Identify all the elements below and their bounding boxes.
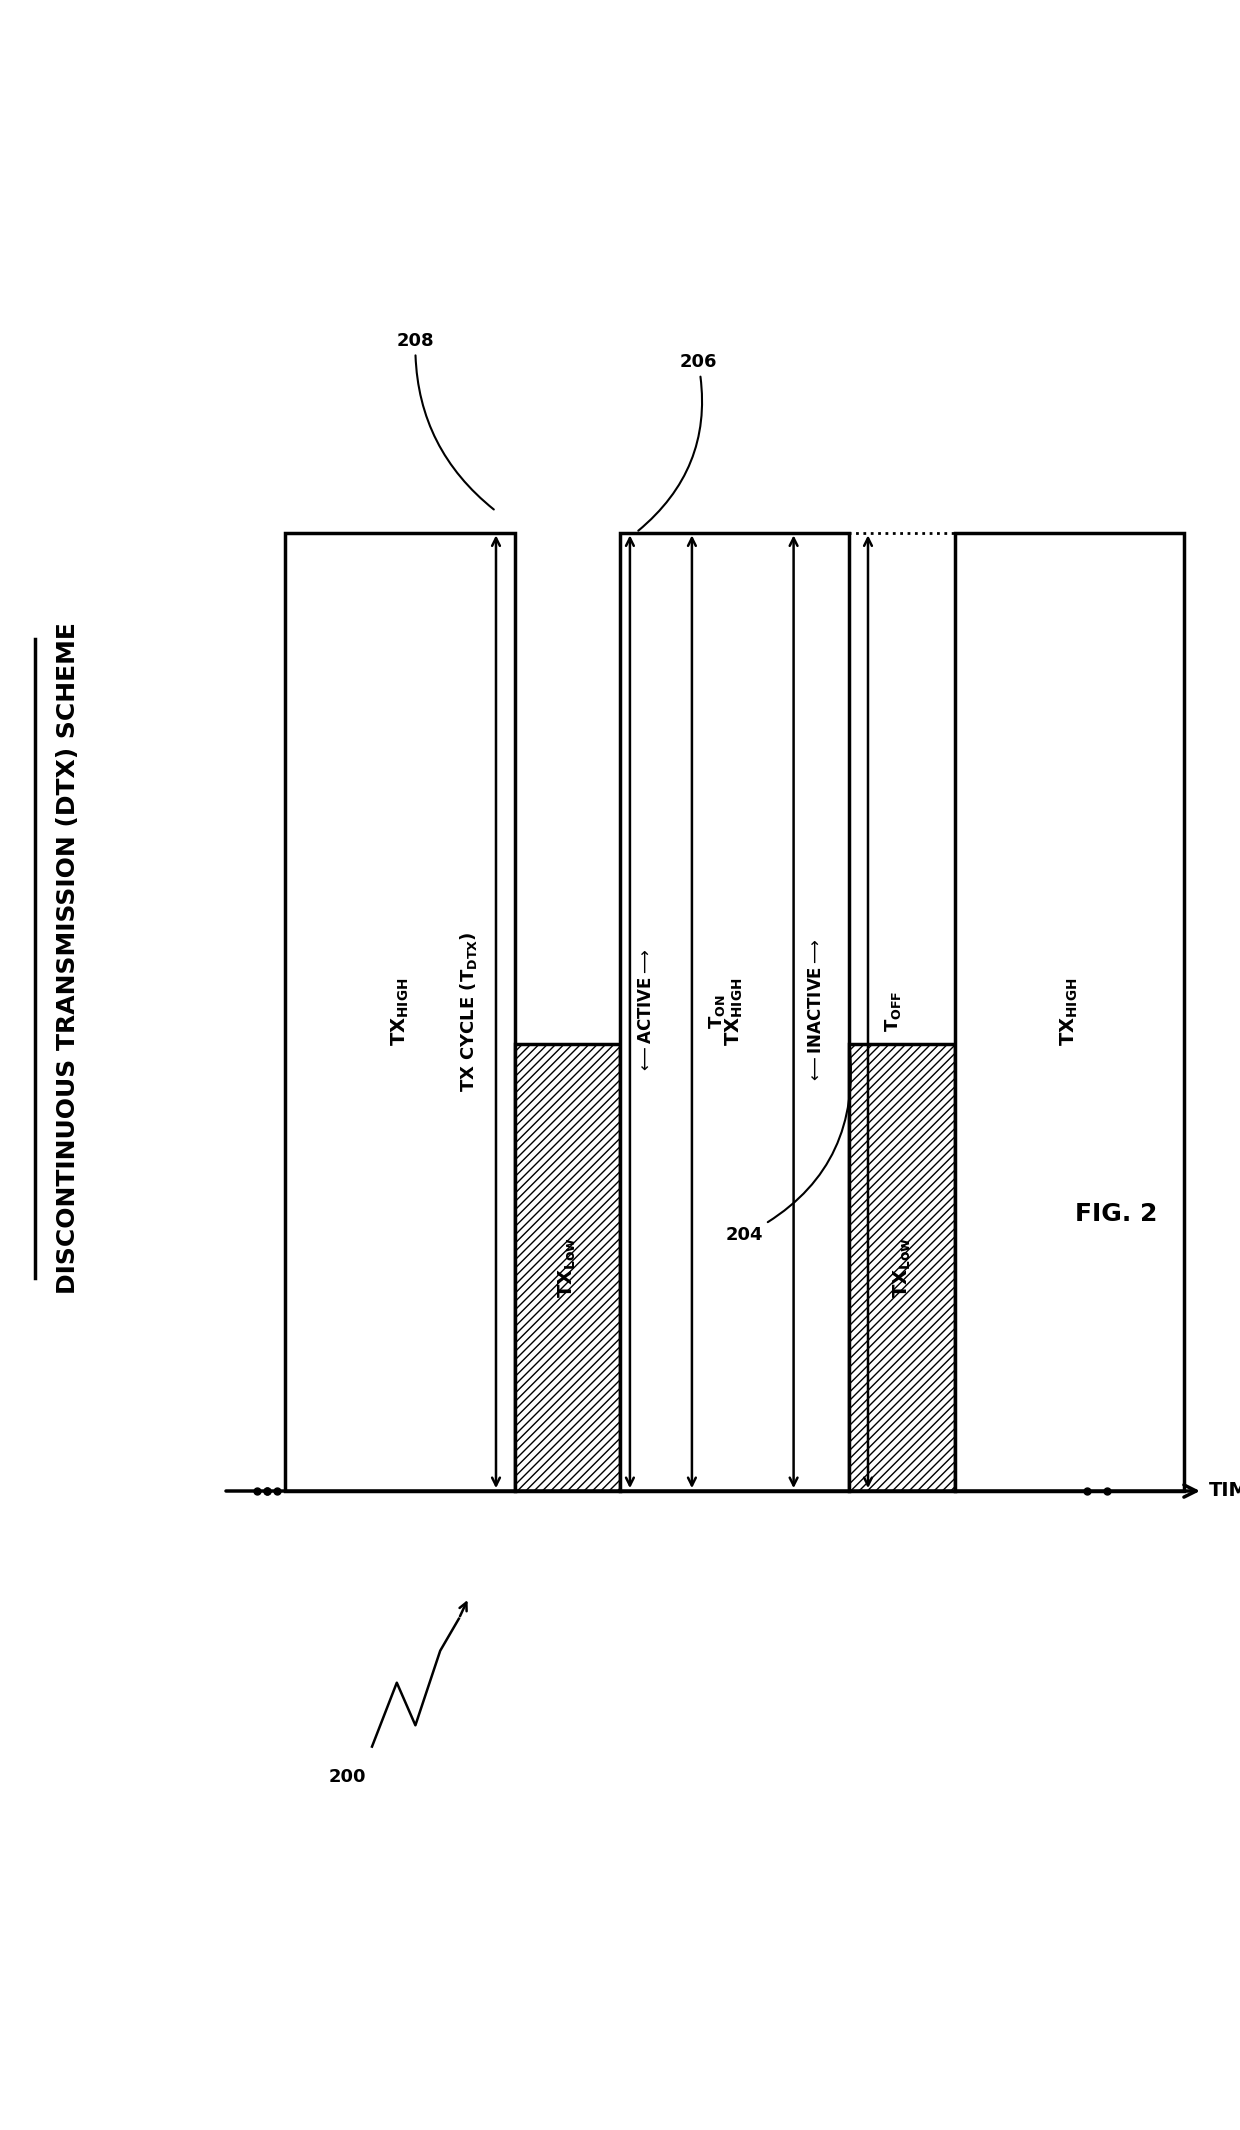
Bar <box>620 532 849 1491</box>
Text: TX CYCLE (T$_{\mathbf{DTX}}$): TX CYCLE (T$_{\mathbf{DTX}}$) <box>459 931 479 1093</box>
Text: TX$_{\mathbf{HIGH}}$: TX$_{\mathbf{HIGH}}$ <box>389 978 410 1046</box>
Text: $\longleftarrow$ACTIVE$\longrightarrow$: $\longleftarrow$ACTIVE$\longrightarrow$ <box>637 950 655 1074</box>
Text: 200: 200 <box>329 1768 366 1785</box>
Text: 208: 208 <box>397 332 494 509</box>
Text: FIG. 2: FIG. 2 <box>1075 1201 1157 1227</box>
Text: DISCONTINUOUS TRANSMISSION (DTX) SCHEME: DISCONTINUOUS TRANSMISSION (DTX) SCHEME <box>56 622 81 1295</box>
Text: TX$_{\mathbf{HIGH}}$: TX$_{\mathbf{HIGH}}$ <box>1059 978 1080 1046</box>
Text: T$_{\mathbf{OFF}}$: T$_{\mathbf{OFF}}$ <box>883 990 903 1033</box>
Text: TX$_{\mathbf{HIGH}}$: TX$_{\mathbf{HIGH}}$ <box>724 978 745 1046</box>
Text: 206: 206 <box>639 354 717 530</box>
Text: TIME: TIME <box>1209 1482 1240 1500</box>
Bar <box>515 1044 620 1491</box>
Text: TX$_{\mathbf{Low}}$: TX$_{\mathbf{Low}}$ <box>557 1238 578 1297</box>
Bar <box>285 532 515 1491</box>
Text: TX$_{\mathbf{Low}}$: TX$_{\mathbf{Low}}$ <box>892 1238 913 1297</box>
Bar <box>955 532 1184 1491</box>
Bar <box>849 1044 955 1491</box>
Text: T$_{\mathbf{ON}}$: T$_{\mathbf{ON}}$ <box>707 995 727 1029</box>
Text: $\longleftarrow$INACTIVE$\longrightarrow$: $\longleftarrow$INACTIVE$\longrightarrow… <box>807 939 825 1084</box>
Text: 204: 204 <box>725 1046 851 1244</box>
